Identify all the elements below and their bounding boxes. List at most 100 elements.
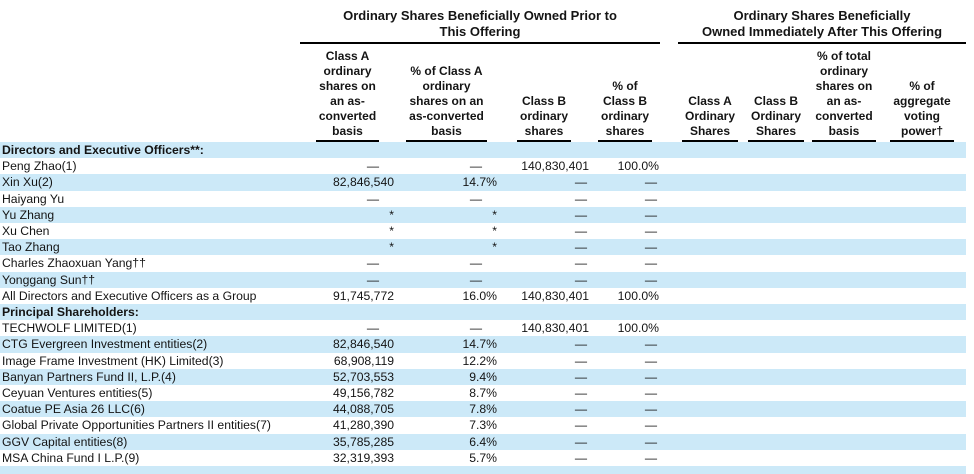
- beneficial-ownership-table: Ordinary Shares Beneficially Owned Prior…: [0, 0, 966, 466]
- cell: [878, 191, 966, 207]
- row-name: Haiyang Yu: [2, 191, 65, 206]
- cell: —: [574, 256, 587, 271]
- table-row: Banyan Partners Fund II, L.P.(4) 52,703,5…: [0, 368, 966, 386]
- cell: [678, 401, 742, 417]
- cell: [678, 369, 742, 385]
- cell: [810, 158, 878, 174]
- cell: *: [389, 207, 394, 222]
- cell: [878, 450, 966, 466]
- cell: [678, 450, 742, 466]
- cell: [878, 239, 966, 255]
- cell: [678, 417, 742, 433]
- cell: [678, 142, 742, 158]
- col-header-cell: Class A ordinary shares on an as- conver…: [300, 44, 395, 142]
- col-header-cell: % of total ordinary shares on an as- con…: [810, 44, 878, 142]
- group-header-cell-after: Ordinary Shares Beneficially Owned Immed…: [678, 0, 966, 44]
- cell: [678, 272, 742, 288]
- cell: [810, 223, 878, 239]
- cell: [878, 353, 966, 369]
- cell: [878, 158, 966, 174]
- cell: —: [574, 386, 587, 401]
- cell: [742, 288, 810, 304]
- cell: —: [644, 240, 657, 255]
- column-gap: [660, 417, 678, 433]
- cell: [742, 401, 810, 417]
- cell: 32,319,393: [333, 450, 394, 465]
- cell: 7.3%: [469, 418, 497, 433]
- column-gap: [660, 304, 678, 320]
- cell: [878, 369, 966, 385]
- cell: 100.0%: [617, 159, 659, 174]
- cell: [742, 450, 810, 466]
- cell: [810, 191, 878, 207]
- cell: —: [574, 369, 587, 384]
- cell: [590, 304, 660, 320]
- col-header-class-a-prior: Class A ordinary shares on an as- conver…: [315, 49, 380, 142]
- column-gap: [660, 207, 678, 223]
- col-header-cell: Class B Ordinary Shares: [742, 44, 810, 142]
- cell: [742, 385, 810, 401]
- cell: *: [389, 224, 394, 239]
- cell: [742, 207, 810, 223]
- column-gap: [660, 0, 678, 44]
- cell: [810, 434, 878, 450]
- cell: [742, 255, 810, 271]
- cell: [878, 223, 966, 239]
- table-row: CTG Evergreen Investment entities(2) 82,8…: [0, 336, 966, 353]
- cell: [678, 174, 742, 190]
- column-gap: [660, 223, 678, 239]
- cell: [742, 434, 810, 450]
- cell: —: [366, 321, 379, 336]
- cell: —: [366, 159, 379, 174]
- cell: [810, 450, 878, 466]
- table-row: TECHWOLF LIMITED(1) — — 140,830,401 100.0%: [0, 320, 966, 336]
- column-gap: [660, 142, 678, 158]
- group-header-cell-prior: Ordinary Shares Beneficially Owned Prior…: [300, 0, 660, 44]
- cell: [742, 239, 810, 255]
- cell: —: [644, 450, 657, 465]
- cell: —: [574, 434, 587, 449]
- cell: 140,830,401: [521, 321, 589, 336]
- cell: 7.8%: [469, 402, 497, 417]
- col-header-class-a-after: Class A Ordinary Shares: [681, 94, 738, 142]
- cell: [878, 174, 966, 190]
- cell: 6.4%: [469, 434, 497, 449]
- section-header-row: Principal Shareholders:: [0, 304, 966, 321]
- cell: [742, 320, 810, 336]
- cell: [678, 158, 742, 174]
- row-name: Yonggang Sun††: [2, 272, 96, 287]
- row-name: GGV Capital entities(8): [2, 434, 128, 449]
- cell: [878, 401, 966, 417]
- partial-next-row-stripe: [0, 466, 966, 474]
- cell: *: [492, 207, 497, 222]
- cell: —: [469, 191, 482, 206]
- cell: 100.0%: [617, 288, 659, 303]
- column-gap: [660, 272, 678, 288]
- col-header-pct-voting-power: % of aggregate voting power†: [890, 79, 954, 142]
- cell: [810, 255, 878, 271]
- cell: —: [574, 337, 587, 352]
- table-row: Tao Zhang * * — —: [0, 239, 966, 256]
- col-header-cell: % of aggregate voting power†: [878, 44, 966, 142]
- row-name: Principal Shareholders:: [2, 305, 139, 320]
- row-name: Global Private Opportunities Partners II…: [2, 418, 271, 433]
- table-row: Xin Xu(2) 82,846,540 14.7% — —: [0, 174, 966, 191]
- cell: [498, 304, 590, 320]
- row-name: TECHWOLF LIMITED(1): [2, 321, 137, 336]
- cell: [878, 207, 966, 223]
- cell: [810, 417, 878, 433]
- cell: —: [644, 191, 657, 206]
- row-name: Coatue PE Asia 26 LLC(6): [2, 402, 145, 417]
- table-row: Image Frame Investment (HK) Limited(3) 68…: [0, 353, 966, 369]
- cell: 82,846,540: [333, 175, 394, 190]
- cell: —: [574, 353, 587, 368]
- cell: —: [644, 386, 657, 401]
- cell: [878, 434, 966, 450]
- cell: —: [469, 159, 482, 174]
- column-header-row: Class A ordinary shares on an as- conver…: [0, 44, 966, 142]
- cell: 44,088,705: [333, 402, 394, 417]
- cell: [678, 223, 742, 239]
- row-name: Peng Zhao(1): [2, 159, 77, 174]
- row-name: CTG Evergreen Investment entities(2): [2, 337, 208, 352]
